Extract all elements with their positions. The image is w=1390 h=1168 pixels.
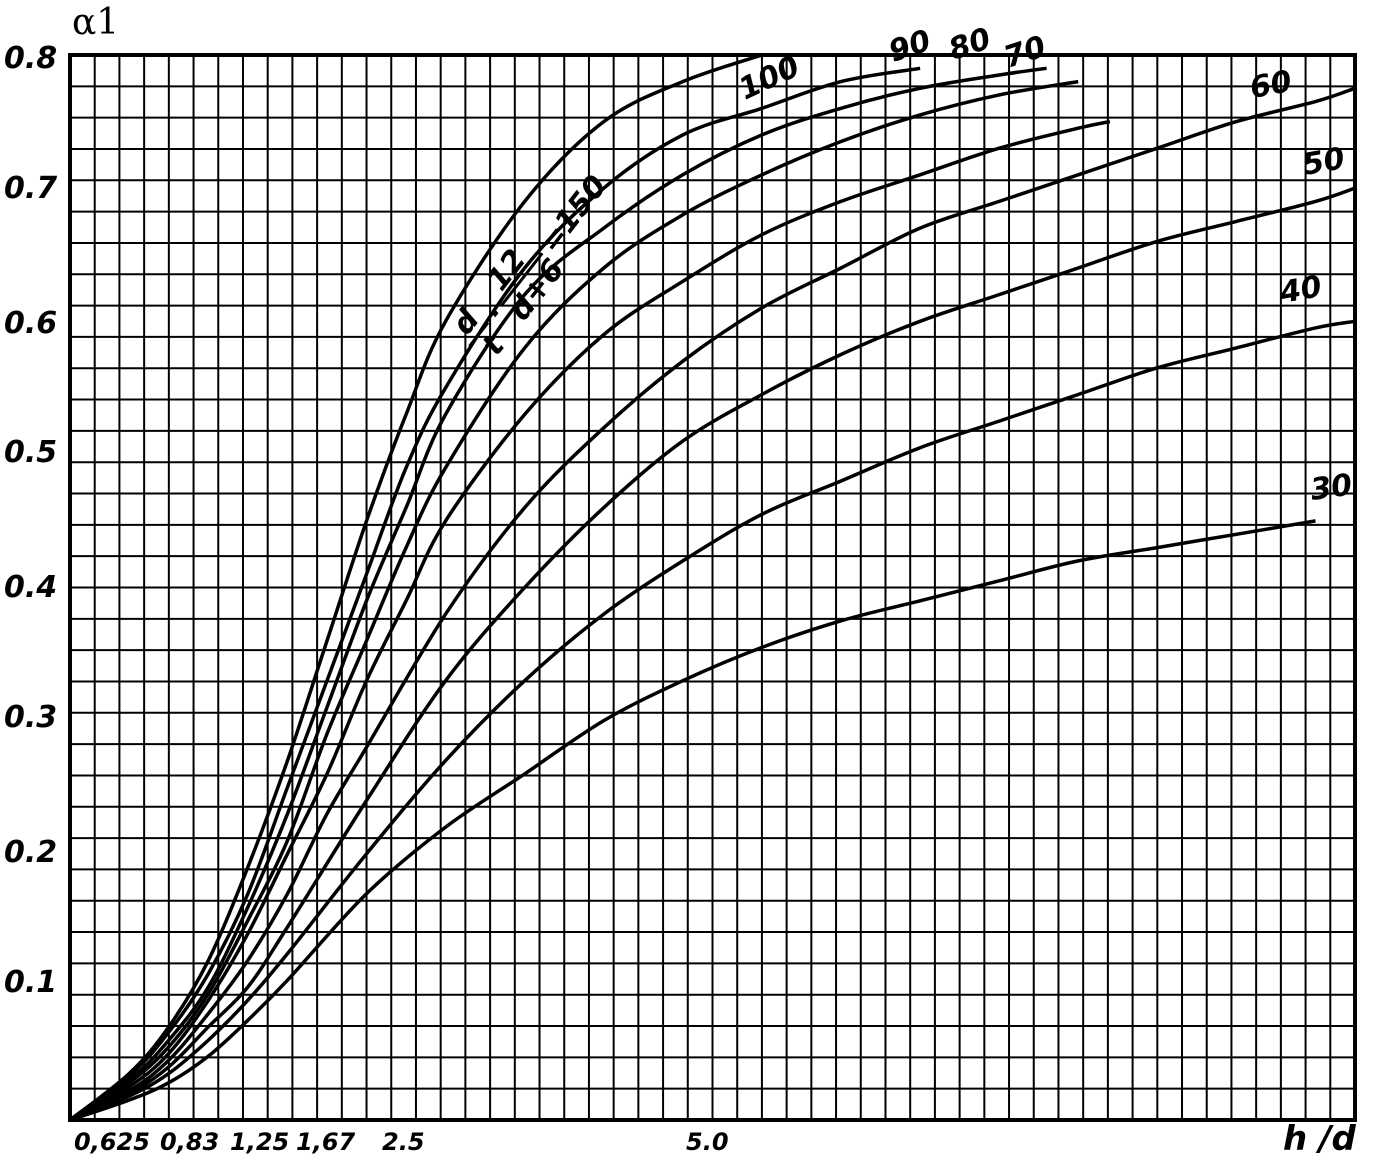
plot-frame bbox=[68, 53, 1357, 1122]
x-axis-label: h /d bbox=[1283, 1119, 1356, 1159]
curve-label-30: 30 bbox=[1308, 467, 1354, 507]
y-tick-label: 0.8 bbox=[4, 41, 57, 76]
x-tick-label: 1,67 bbox=[296, 1128, 356, 1156]
x-tick-label: 0,83 bbox=[160, 1128, 219, 1156]
series-line-60 bbox=[69, 86, 1356, 1122]
y-tick-label: 0.6 bbox=[4, 306, 57, 341]
y-tick-label: 0.7 bbox=[4, 171, 57, 206]
x-tick-label: 1,25 bbox=[230, 1128, 289, 1156]
curve-label-60: 60 bbox=[1247, 64, 1294, 106]
series-line-150 bbox=[68, 53, 763, 1122]
series-line-80 bbox=[69, 79, 1079, 1122]
x-tick-label: 2.5 bbox=[382, 1128, 425, 1156]
curves bbox=[68, 53, 1356, 1122]
series-line-40 bbox=[69, 319, 1356, 1122]
series-line-70 bbox=[69, 119, 1111, 1122]
y-tick-label: 0.4 bbox=[4, 570, 57, 605]
formula-fraction-bar bbox=[500, 252, 544, 307]
y-axis-label: α1 bbox=[72, 2, 119, 43]
formula-fraction-bar bbox=[468, 321, 490, 348]
grid bbox=[70, 55, 1355, 1120]
y-tick-label: 0.1 bbox=[4, 965, 57, 1000]
y-tick-label: 0.2 bbox=[4, 835, 57, 870]
series-line-90 bbox=[69, 66, 1047, 1122]
x-tick-label: 0,625 bbox=[74, 1128, 150, 1156]
series-line-30 bbox=[69, 519, 1316, 1122]
series-line-100 bbox=[68, 66, 921, 1122]
curve-label-50: 50 bbox=[1300, 141, 1347, 183]
series-line-50 bbox=[69, 186, 1356, 1122]
y-tick-label: 0.5 bbox=[4, 435, 57, 470]
y-tick-label: 0.3 bbox=[4, 700, 57, 735]
x-tick-label: 5.0 bbox=[686, 1128, 729, 1156]
curve-label-40: 40 bbox=[1276, 269, 1324, 311]
